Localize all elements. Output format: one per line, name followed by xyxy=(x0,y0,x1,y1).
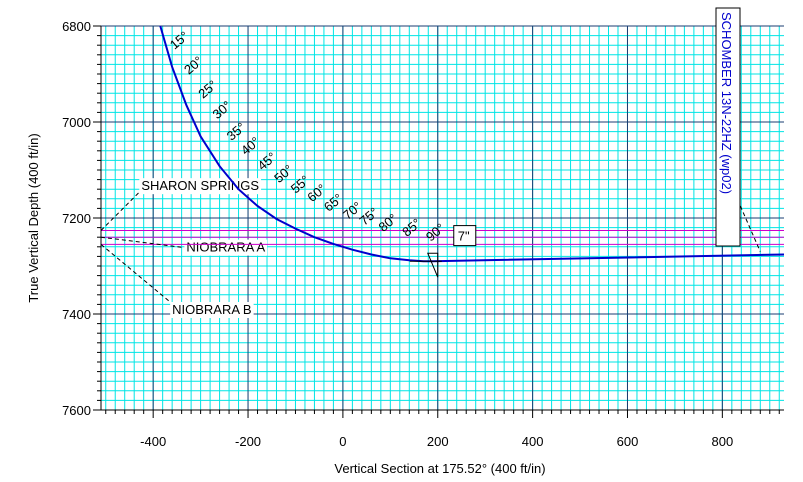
inclination-label: 90° xyxy=(423,220,448,244)
inclination-label: 30° xyxy=(209,98,234,122)
formation-leader-line xyxy=(100,191,140,231)
formation-lines: SHARON SPRINGS NIOBRARA A NIOBRARA B xyxy=(101,178,784,318)
y-tick-label: 7200 xyxy=(62,211,91,226)
well-name-label: SCHOMBER 13N-22HZ (wp02) xyxy=(715,7,741,247)
y-tick-label: 6800 xyxy=(62,19,91,34)
x-tick-label: -400 xyxy=(140,434,166,449)
x-axis-label: Vertical Section at 175.52° (400 ft/in) xyxy=(334,461,545,476)
y-tick-label: 7600 xyxy=(62,403,91,418)
x-tick-label: 200 xyxy=(427,434,449,449)
formation-label: SHARON SPRINGS xyxy=(141,178,259,193)
x-axis-ticks: -400 -200 0 200 400 600 800 xyxy=(105,410,780,449)
well-label-leader-line xyxy=(739,205,761,252)
y-axis-ticks: 6800 7000 7200 7400 7600 xyxy=(62,19,101,418)
formation-label: NIOBRARA B xyxy=(172,302,251,317)
formation-label: NIOBRARA A xyxy=(186,240,265,255)
inclination-labels: 15°20°25°30°35°40°45°50°55°60°65°70°75°8… xyxy=(167,28,448,244)
casing-shoe xyxy=(427,252,439,278)
y-axis-label: True Vertical Depth (400 ft/in) xyxy=(26,133,41,302)
casing-label-box xyxy=(453,225,477,247)
formation-leader-line xyxy=(100,236,185,249)
formation-leader-line xyxy=(100,244,171,303)
inclination-label: 85° xyxy=(399,215,424,239)
x-tick-label: 400 xyxy=(522,434,544,449)
inclination-label: 25° xyxy=(195,77,220,101)
x-tick-label: 600 xyxy=(617,434,639,449)
inclination-label: 15° xyxy=(167,28,192,52)
formation-label-bg xyxy=(184,239,268,256)
casing-marker: 7" xyxy=(409,225,477,278)
x-tick-label: 0 xyxy=(339,434,346,449)
inclination-label: 40° xyxy=(238,134,263,158)
x-tick-label: 800 xyxy=(711,434,733,449)
well-path-line xyxy=(159,25,785,263)
x-tick-label: -200 xyxy=(235,434,261,449)
y-tick-label: 7400 xyxy=(62,307,91,322)
well-name-text: SCHOMBER 13N-22HZ (wp02) xyxy=(719,12,734,194)
y-tick-label: 7000 xyxy=(62,115,91,130)
formation-label-bg xyxy=(170,302,254,318)
formation-label-bg xyxy=(139,178,262,195)
casing-label: 7" xyxy=(458,229,470,244)
label-leader-lines xyxy=(100,191,761,303)
